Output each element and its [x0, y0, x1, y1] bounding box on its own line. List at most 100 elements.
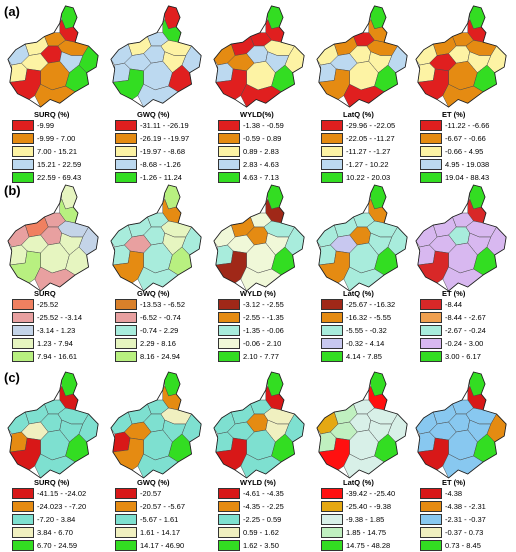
legend-item: 1.85 - 14.75	[321, 526, 395, 539]
legend-label: -9.99	[37, 121, 55, 130]
legend-swatch	[12, 172, 34, 183]
panel-0-2: WYLD(%) -1.38 - -0.59 -0.59 - 0.89 0.89 - 2…	[210, 4, 310, 184]
legend-label: 7.00 - 15.21	[37, 147, 78, 156]
legend-items: -31.11 - -26.19 -26.19 - -19.97 -19.97 - -…	[115, 119, 189, 184]
legend-items: -39.42 - -25.40 -25.40 - -9.38 -9.38 - 1.8…	[321, 487, 395, 552]
legend-label: 1.85 - 14.75	[346, 528, 387, 537]
legend-label: 0.89 - 2.83	[243, 147, 279, 156]
legend-label: -0.59 - 0.89	[243, 134, 282, 143]
watershed-map	[212, 183, 308, 293]
legend-item: 0.73 - 8.45	[420, 539, 486, 552]
legend-swatch	[420, 133, 442, 144]
legend-item: 10.22 - 20.03	[321, 171, 395, 184]
watershed-outline	[110, 371, 202, 479]
legend-swatch	[321, 159, 343, 170]
panel-1-4: ET (%) -8.44 -8.44 - -2.67 -2.67 - -0.24 -0.…	[412, 183, 512, 362]
legend-item: 14.75 - 48.28	[321, 539, 395, 552]
legend-item: 4.63 - 7.13	[218, 171, 284, 184]
legend-items: -41.15 - -24.02 -24.023 - -7.20 -7.20 - 3.…	[12, 487, 86, 552]
legend-item: -0.24 - 3.00	[420, 337, 486, 350]
watershed-map-svg	[7, 5, 99, 108]
watershed-map-svg	[415, 5, 507, 108]
legend-item: 7.94 - 16.61	[12, 350, 82, 363]
legend-item: -8.44 - -2.67	[420, 311, 486, 324]
legend-items: -25.67 - -16.32 -16.32 - -5.55 -5.55 - -0.…	[321, 298, 395, 363]
panel-2-2: WYLD (%) -4.61 - -4.35 -4.35 - -2.25 -2.25 …	[210, 370, 310, 552]
legend-label: -2.25 - 0.59	[243, 515, 282, 524]
legend-swatch	[115, 488, 137, 499]
legend-swatch	[218, 488, 240, 499]
legend-label: -1.38 - -0.59	[243, 121, 284, 130]
legend-item: -25.67 - -16.32	[321, 298, 395, 311]
legend-label: -3.14 - 1.23	[37, 326, 76, 335]
legend-swatch	[12, 527, 34, 538]
legend-label: -4.38	[445, 489, 463, 498]
watershed-map-svg	[7, 371, 99, 479]
watershed-map	[109, 370, 205, 480]
legend-item: 1.61 - 14.17	[115, 526, 185, 539]
legend-item: -3.12 - -2.55	[218, 298, 284, 311]
watershed-map	[414, 370, 510, 480]
legend-title: SURQ (%)	[34, 110, 70, 119]
legend-label: -1.27 - 10.22	[346, 160, 389, 169]
legend-swatch	[12, 488, 34, 499]
legend-swatch	[115, 514, 137, 525]
legend-item: 1.62 - 3.50	[218, 539, 284, 552]
legend-swatch	[321, 133, 343, 144]
watershed-map	[6, 183, 102, 293]
legend-swatch	[321, 312, 343, 323]
legend-swatch	[115, 159, 137, 170]
legend-item: -5.67 - 1.61	[115, 513, 185, 526]
legend-swatch	[115, 133, 137, 144]
legend-item: -6.52 - -0.74	[115, 311, 185, 324]
legend-item: 2.29 - 8.16	[115, 337, 185, 350]
panel-0-3: LatQ (%) -29.96 - -22.05 -22.05 - -11.27 -1…	[313, 4, 413, 184]
legend-swatch	[321, 488, 343, 499]
legend-swatch	[420, 172, 442, 183]
watershed-map-svg	[213, 371, 305, 479]
legend-swatch	[115, 299, 137, 310]
legend-item: -9.99 - 7.00	[12, 132, 81, 145]
legend-label: -11.27 - -1.27	[346, 147, 391, 156]
legend-swatch	[321, 146, 343, 157]
legend-swatch	[420, 325, 442, 336]
legend-label: 2.83 - 4.63	[243, 160, 279, 169]
subbasin-zone	[318, 431, 337, 453]
legend-item: -11.22 - -6.66	[420, 119, 489, 132]
legend-item: -8.44	[420, 298, 486, 311]
watershed-map-svg	[213, 5, 305, 108]
legend-title: GWQ (%)	[137, 110, 170, 119]
watershed-map	[315, 370, 411, 480]
subbasin-zone	[318, 244, 337, 266]
legend-item: -7.20 - 3.84	[12, 513, 86, 526]
legend-title: WYLD(%)	[240, 110, 274, 119]
legend-swatch	[420, 299, 442, 310]
legend-items: -1.38 - -0.59 -0.59 - 0.89 0.89 - 2.83 2.83…	[218, 119, 284, 184]
watershed-map	[315, 4, 411, 109]
legend-item: -9.99	[12, 119, 81, 132]
legend-items: -11.22 - -6.66 -6.67 - -0.66 -0.66 - 4.95 4…	[420, 119, 489, 184]
legend-swatch	[420, 159, 442, 170]
legend-swatch	[420, 351, 442, 362]
legend-label: 2.10 - 7.77	[243, 352, 279, 361]
watershed-map-svg	[415, 184, 507, 292]
panel-0-1: GWQ (%) -31.11 - -26.19 -26.19 - -19.97 -19…	[107, 4, 207, 184]
legend-label: -1.35 - -0.06	[243, 326, 284, 335]
legend-label: 4.63 - 7.13	[243, 173, 279, 182]
legend-swatch	[218, 501, 240, 512]
legend-label: 3.00 - 6.17	[445, 352, 481, 361]
legend-label: 0.59 - 1.62	[243, 528, 279, 537]
legend-item: -41.15 - -24.02	[12, 487, 86, 500]
watershed-outline	[110, 184, 202, 292]
subbasin-zone	[417, 431, 436, 453]
legend-label: -31.11 - -26.19	[140, 121, 189, 130]
subbasin-zone	[9, 244, 28, 266]
legend-label: -7.20 - 3.84	[37, 515, 76, 524]
watershed-map-svg	[213, 184, 305, 292]
legend-swatch	[321, 299, 343, 310]
legend-label: 22.59 - 69.43	[37, 173, 82, 182]
legend-item: -29.96 - -22.05	[321, 119, 395, 132]
legend-label: -25.40 - -9.38	[346, 502, 392, 511]
legend-label: 1.23 - 7.94	[37, 339, 73, 348]
legend-item: -9.38 - 1.85	[321, 513, 395, 526]
